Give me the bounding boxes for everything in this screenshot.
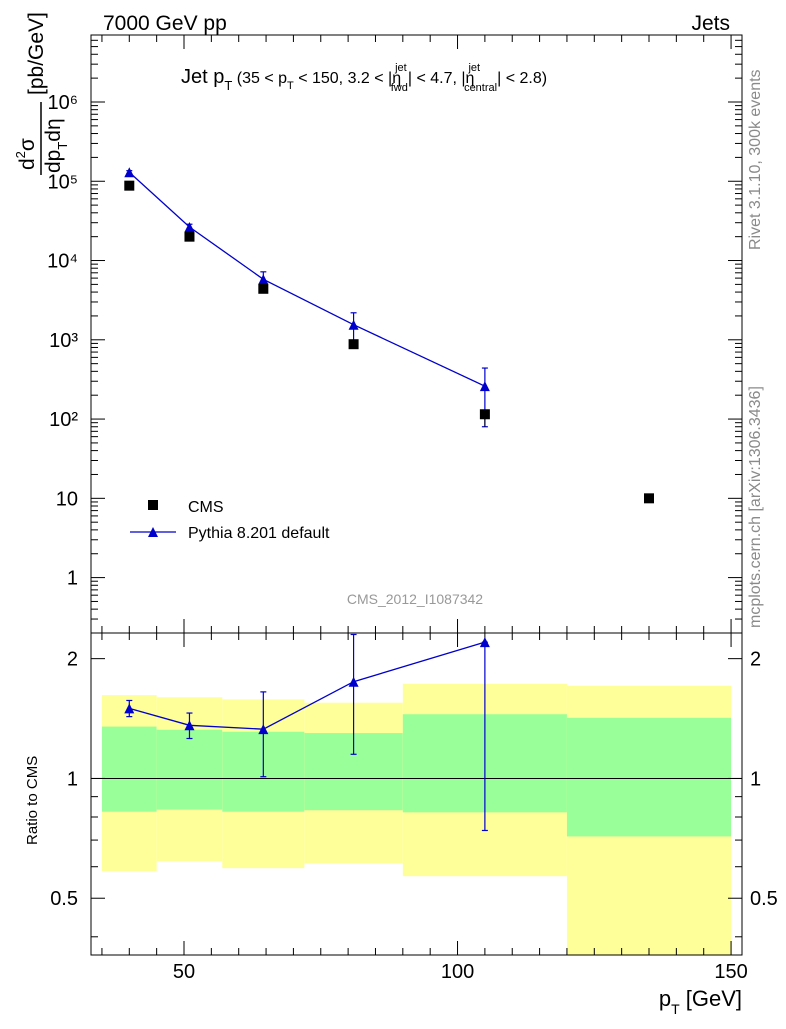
rivet-info: Rivet 3.1.10, 300k events	[747, 69, 764, 250]
ratio-mc-point	[124, 703, 135, 714]
ratio-ytick-label-right: 2	[750, 649, 761, 671]
mc-point	[258, 274, 269, 285]
xaxis-label: pT [GeV]	[659, 986, 742, 1017]
ratio-plot-frame	[90, 632, 743, 956]
legend-label-mc: Pythia 8.201 default	[188, 525, 330, 542]
mc-curve	[128, 171, 486, 387]
ratio-ytick-label: 2	[67, 649, 78, 671]
legend-label-cms: CMS	[188, 499, 224, 516]
ratio-band-green	[566, 717, 732, 837]
main-ticks	[91, 34, 742, 634]
ratio-mc-point	[184, 720, 195, 731]
legend-marker-cms	[148, 500, 158, 510]
xtick-label: 150	[714, 961, 747, 983]
ratio-bands	[101, 683, 732, 955]
main-plot: 1 10 10² 10³ 10⁴ 10⁵ 10⁶ Jet pT (35 < pT < 150…	[13, 12, 743, 634]
header-process-label: Jets	[691, 12, 730, 35]
main-plot-frame	[90, 34, 743, 634]
main-ytick-label: 1	[67, 568, 78, 590]
mc-point	[184, 221, 195, 232]
mc-point	[348, 319, 359, 330]
ratio-ytick-label-right: 1	[750, 768, 761, 790]
legend-marker-mc	[148, 527, 158, 537]
main-ytick-labels: 1 10 10² 10³ 10⁴ 10⁵ 10⁶	[47, 92, 78, 590]
legend: CMS Pythia 8.201 default	[130, 499, 330, 542]
cms-point	[348, 339, 359, 350]
cms-point	[479, 409, 490, 420]
cms-point	[184, 231, 195, 242]
svg-text:d2σ: d2σ	[13, 138, 39, 170]
main-plot-title: Jet pT (35 < pT < 150, 3.2 < |ηjet fwd| <…	[181, 62, 547, 94]
cms-point	[124, 180, 135, 191]
main-ytick-label: 10²	[49, 409, 78, 431]
analysis-watermark: CMS_2012_I1087342	[347, 591, 483, 607]
mcplots-info: mcplots.cern.ch [arXiv:1306.3436]	[747, 386, 764, 628]
mc-point	[479, 381, 490, 392]
ratio-ytick-label: 1	[67, 768, 78, 790]
main-ytick-label: 10⁶	[48, 92, 78, 114]
header-energy-label: 7000 GeV pp	[103, 12, 227, 35]
svg-text:[pb/GeV]: [pb/GeV]	[25, 12, 48, 95]
cms-point	[644, 493, 654, 504]
main-ytick-label: 10⁴	[47, 251, 78, 273]
mc-point	[124, 167, 135, 178]
ratio-ticks	[91, 633, 742, 955]
ratio-mc-point	[479, 637, 490, 648]
main-data-layer	[124, 167, 654, 504]
ratio-plot: 0.5 0.5 1 1 2 2 50 100 150 Ratio to CMS pT [GeV…	[24, 632, 778, 1017]
main-ytick-label: 10⁵	[47, 171, 78, 193]
main-ytick-label: 10³	[49, 330, 78, 352]
svg-text:dpTdη: dpTdη	[42, 118, 70, 173]
ratio-band-green	[101, 726, 157, 812]
ratio-mc-point	[258, 724, 269, 735]
ratio-ytick-labels: 0.5 0.5 1 1 2 2	[50, 649, 778, 911]
ratio-ytick-label-right: 0.5	[750, 888, 778, 910]
ratio-data-layer	[124, 633, 490, 832]
xtick-label: 100	[441, 961, 474, 983]
cms-point	[258, 283, 269, 294]
ratio-band-green	[156, 729, 223, 810]
xtick-label: 50	[173, 961, 195, 983]
ratio-ylabel: Ratio to CMS	[24, 756, 41, 845]
main-ytick-label: 10	[56, 488, 78, 510]
ratio-xtick-labels: 50 100 150	[173, 961, 748, 983]
ratio-ytick-label: 0.5	[50, 888, 78, 910]
ratio-mc-point	[348, 676, 359, 687]
